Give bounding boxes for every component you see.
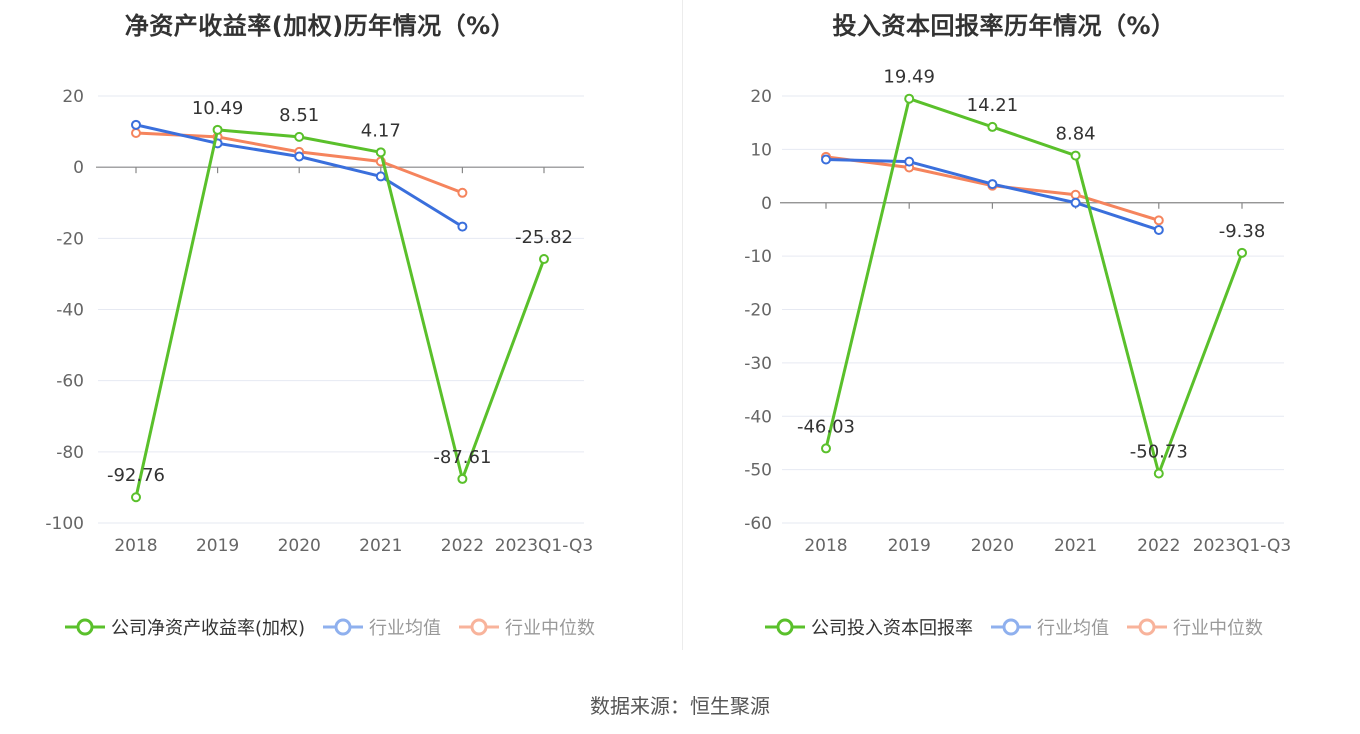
data-point	[457, 187, 468, 198]
series-line	[825, 158, 1160, 232]
x-tick-label: 2021	[1054, 536, 1097, 556]
series-line	[135, 131, 463, 195]
roic-line-chart: 20 10 0 -10 -20 -30 -40 -50 -60 2018 2019 2020 2021 2…	[744, 67, 1291, 556]
legend-line-marker-icon	[1127, 618, 1167, 636]
chart-title: 净资产收益率(加权)历年情况（%）	[124, 12, 516, 40]
y-tick-label: 20	[750, 87, 772, 107]
legend-label: 行业中位数	[505, 618, 596, 639]
y-tick-label: -40	[56, 301, 84, 321]
data-point	[821, 154, 831, 165]
x-tick-label: 2020	[278, 536, 321, 556]
data-point	[1153, 224, 1164, 235]
y-tick-label: 20	[62, 87, 84, 107]
legend-line-marker-icon	[765, 618, 805, 636]
data-point	[131, 119, 141, 130]
legend-item-industry-mean[interactable]: 行业均值	[323, 614, 441, 640]
chart-title: 投入资本回报率历年情况（%）	[832, 12, 1176, 40]
data-point	[212, 124, 223, 135]
x-tick-label: 2021	[359, 536, 402, 556]
data-label: -25.82	[515, 227, 573, 248]
data-point	[131, 492, 141, 503]
data-point	[1070, 197, 1081, 208]
chart-legend: 公司净资产收益率(加权) 行业均值 行业中位数	[0, 614, 660, 640]
legend-item-industry-median[interactable]: 行业中位数	[1127, 614, 1263, 640]
data-point	[1153, 215, 1164, 226]
data-point	[821, 443, 831, 454]
data-point	[904, 93, 915, 104]
legend-item-company[interactable]: 公司净资产收益率(加权)	[64, 614, 306, 640]
data-point	[904, 156, 915, 167]
data-label: 10.49	[192, 98, 244, 119]
data-label: -87.61	[433, 447, 491, 468]
data-label: -92.76	[107, 465, 165, 486]
y-tick-label: 10	[750, 140, 772, 160]
series-line	[134, 128, 546, 498]
data-label: -50.73	[1130, 442, 1188, 463]
data-point	[375, 171, 386, 182]
data-label: -46.03	[797, 416, 855, 437]
data-label: 19.49	[883, 67, 935, 88]
legend-line-marker-icon	[64, 618, 105, 636]
legend-label: 公司净资产收益率(加权)	[110, 618, 306, 639]
data-point	[1153, 468, 1164, 479]
y-tick-label: -20	[56, 229, 84, 249]
chart-legend: 公司投入资本回报率 行业均值 行业中位数	[684, 614, 1344, 640]
data-point	[294, 151, 305, 162]
data-point	[1237, 247, 1247, 258]
y-tick-label: -60	[744, 514, 772, 534]
legend-label: 公司投入资本回报率	[811, 618, 973, 639]
legend-label: 行业均值	[1037, 618, 1109, 639]
data-point	[1070, 150, 1081, 161]
panel-divider	[682, 0, 683, 650]
legend-label: 行业均值	[369, 618, 442, 639]
data-point	[987, 121, 998, 132]
y-tick-label: -10	[744, 247, 772, 267]
x-tick-label: 2023Q1-Q3	[1193, 536, 1291, 556]
data-point	[457, 221, 468, 232]
y-tick-label: 0	[761, 194, 772, 214]
data-point	[131, 128, 141, 139]
legend-item-company[interactable]: 公司投入资本回报率	[765, 614, 973, 640]
gridlines	[98, 95, 584, 524]
data-label: 4.17	[361, 120, 401, 141]
roic-chart-panel: 投入资本回报率历年情况（%） 20 10 0 -10 -20 -30 -40 -50 -60 20…	[684, 0, 1360, 660]
data-label: 14.21	[967, 95, 1019, 116]
x-tick-label: 2022	[1137, 536, 1180, 556]
legend-line-marker-icon	[323, 618, 364, 636]
data-label: 8.84	[1056, 124, 1096, 145]
legend-line-marker-icon	[459, 618, 500, 636]
y-tick-label: -50	[744, 461, 772, 481]
x-tick-label: 2020	[971, 536, 1014, 556]
legend-item-industry-mean[interactable]: 行业均值	[991, 614, 1109, 640]
data-point	[294, 131, 305, 142]
roe-line-chart: 20 0 -20 -40 -60 -80 -100 2018 2019 2020 2021 2022 2…	[45, 87, 593, 556]
data-label: 8.51	[279, 105, 319, 126]
legend-label: 行业中位数	[1173, 618, 1263, 639]
legend-line-marker-icon	[991, 618, 1031, 636]
y-tick-label: 0	[73, 158, 84, 178]
data-point	[457, 473, 468, 484]
y-tick-label: -40	[744, 407, 772, 427]
x-tick-label: 2022	[441, 536, 484, 556]
data-label: -9.38	[1219, 221, 1266, 242]
data-point	[375, 147, 386, 158]
roe-chart-panel: 净资产收益率(加权)历年情况（%） 20 0 -20 -40 -60 -80 -100 201…	[0, 0, 680, 660]
x-tick-label: 2018	[114, 536, 157, 556]
x-tick-label: 2023Q1-Q3	[495, 536, 593, 556]
y-tick-label: -30	[744, 354, 772, 374]
series-line	[824, 97, 1244, 476]
x-tick-label: 2018	[804, 536, 847, 556]
legend-item-industry-median[interactable]: 行业中位数	[459, 614, 595, 640]
data-point	[1070, 189, 1081, 200]
data-point	[987, 179, 998, 190]
y-tick-label: -100	[45, 514, 84, 534]
y-tick-label: -60	[56, 372, 84, 392]
data-point	[539, 254, 549, 265]
x-tick-label: 2019	[196, 536, 239, 556]
y-tick-label: -20	[744, 301, 772, 321]
y-tick-label: -80	[56, 443, 84, 463]
data-source-note: 数据来源：恒生聚源	[590, 694, 770, 718]
x-tick-label: 2019	[888, 536, 931, 556]
